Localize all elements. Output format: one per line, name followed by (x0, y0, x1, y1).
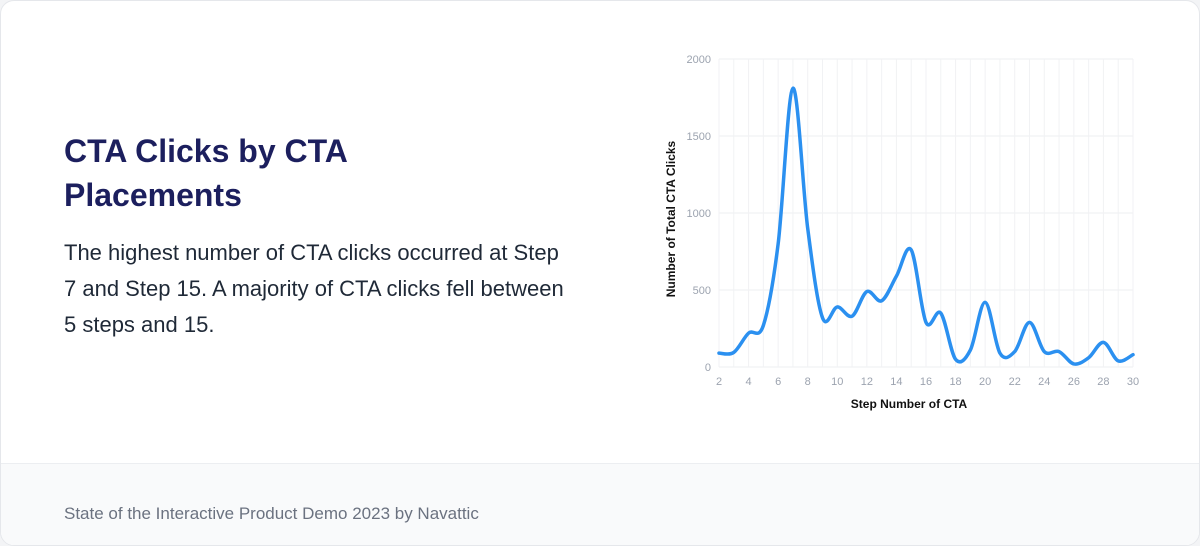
y-tick-label: 0 (705, 362, 711, 374)
x-tick-label: 10 (831, 376, 843, 388)
x-tick-label: 22 (1009, 376, 1021, 388)
page-title: CTA Clicks by CTA Placements (64, 133, 347, 213)
y-tick-label: 1000 (687, 208, 711, 220)
x-tick-label: 6 (775, 376, 781, 388)
x-tick-label: 20 (979, 376, 991, 388)
y-axis-label: Number of Total CTA Clicks (664, 140, 678, 297)
y-tick-label: 1500 (687, 131, 711, 143)
x-tick-label: 2 (716, 376, 722, 388)
x-tick-label: 12 (861, 376, 873, 388)
x-tick-label: 26 (1068, 376, 1080, 388)
chart-description: The highest number of CTA clicks occurre… (64, 240, 564, 337)
x-tick-label: 24 (1038, 376, 1050, 388)
footer: State of the Interactive Product Demo 20… (1, 463, 1199, 545)
y-tick-label: 2000 (687, 54, 711, 66)
x-tick-label: 30 (1127, 376, 1139, 388)
x-tick-label: 16 (920, 376, 932, 388)
x-tick-label: 4 (746, 376, 752, 388)
x-tick-label: 28 (1097, 376, 1109, 388)
y-tick-label: 500 (693, 285, 711, 297)
x-axis-label: Step Number of CTA (851, 397, 968, 411)
footer-credit: State of the Interactive Product Demo 20… (64, 504, 479, 523)
chart-grid (718, 58, 1134, 368)
x-tick-label: 18 (949, 376, 961, 388)
series-line (717, 86, 1135, 366)
x-tick-label: 8 (805, 376, 811, 388)
chart-series-layer (717, 86, 1135, 366)
x-tick-label: 14 (890, 376, 902, 388)
